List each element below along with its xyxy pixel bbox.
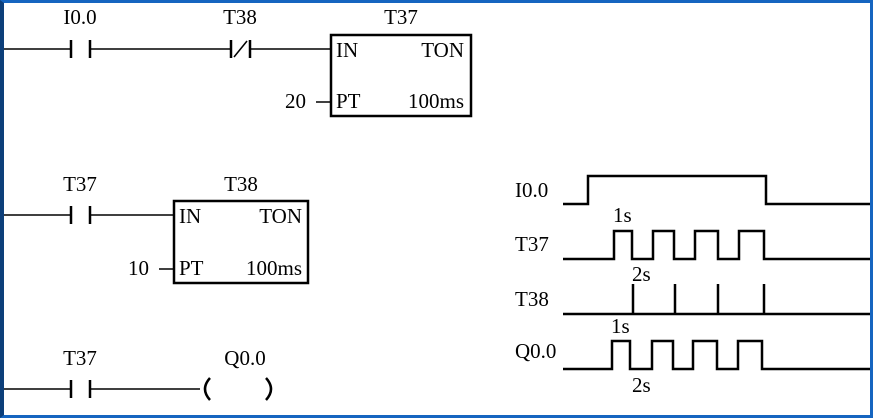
no-contact-t37 — [69, 380, 92, 398]
timer-box-t37: T37 IN TON PT 100ms 20 — [285, 5, 473, 118]
signal-label-i00: I0.0 — [515, 178, 548, 202]
timer-in: IN — [336, 38, 358, 62]
nc-contact-t38 — [229, 40, 252, 58]
timer-in: IN — [179, 204, 201, 228]
waveform-i00 — [563, 174, 870, 206]
t37-low-duration: 2s — [632, 262, 651, 286]
timer-box-t38: T38 IN TON PT 100ms 10 — [128, 172, 310, 285]
timer-type: TON — [259, 204, 302, 228]
timing-diagram: I0.0 T37 1s 2s T38 Q0.0 1s 2s — [515, 174, 870, 397]
waveform-t37 — [563, 229, 870, 261]
no-contact-i00 — [69, 40, 92, 58]
waveform-t38 — [563, 284, 870, 316]
timer-base: 100ms — [408, 89, 464, 113]
output-coil-q00 — [203, 377, 273, 401]
timer-preset: 20 — [285, 89, 306, 113]
timer-name: T38 — [224, 172, 258, 196]
signal-label-q00: Q0.0 — [515, 339, 556, 363]
timer-name: T37 — [384, 5, 418, 29]
contact-label: T37 — [63, 346, 97, 370]
rung-2: T37 T38 IN TON PT 100ms 10 — [4, 172, 310, 285]
timer-type: TON — [421, 38, 464, 62]
coil-label: Q0.0 — [224, 346, 265, 370]
signal-label-t37: T37 — [515, 232, 549, 256]
waveform-q00 — [563, 339, 870, 371]
timer-base: 100ms — [246, 256, 302, 280]
q00-high-duration: 1s — [611, 314, 630, 338]
rung-3: T37 Q0.0 — [4, 346, 273, 401]
q00-low-duration: 2s — [632, 373, 651, 397]
contact-label: I0.0 — [63, 5, 96, 29]
contact-label: T38 — [223, 5, 257, 29]
signal-label-t38: T38 — [515, 287, 549, 311]
rung-1: I0.0 T38 T37 IN TON PT 100ms 20 — [4, 5, 473, 118]
timer-preset: 10 — [128, 256, 149, 280]
t37-high-duration: 1s — [613, 203, 632, 227]
timer-pt: PT — [336, 89, 361, 113]
contact-label: T37 — [63, 172, 97, 196]
timer-pt: PT — [179, 256, 204, 280]
no-contact-t37 — [69, 206, 92, 224]
